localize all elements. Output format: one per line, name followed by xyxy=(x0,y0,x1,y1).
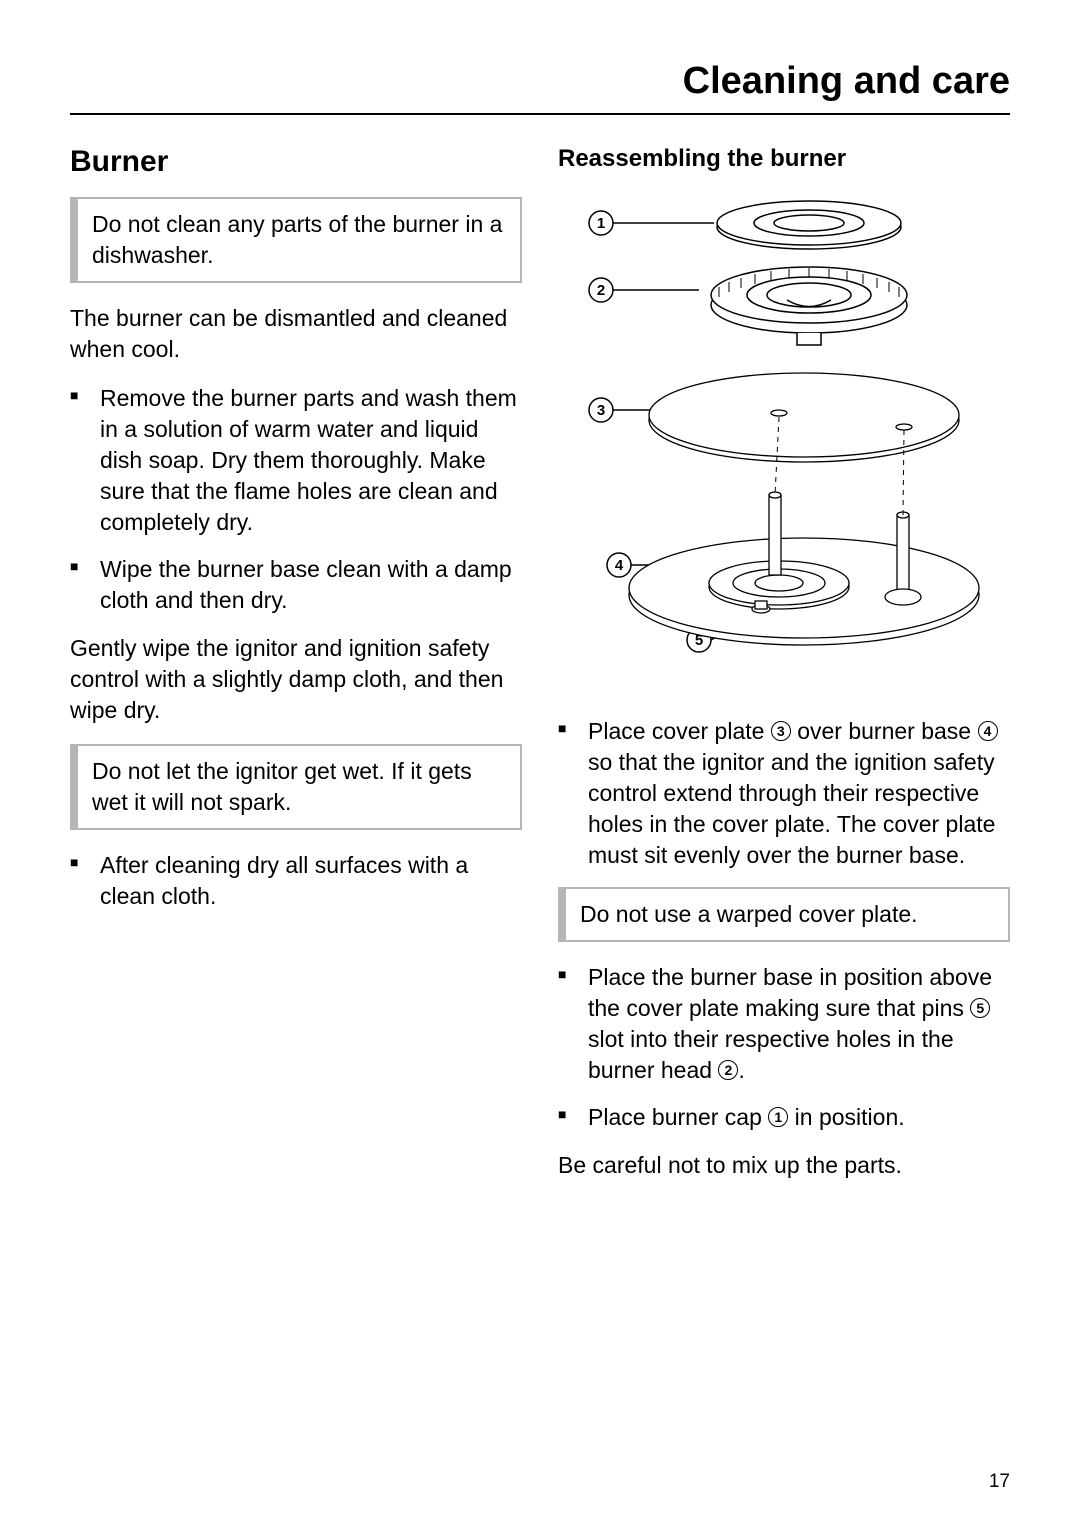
ref-1-icon: 1 xyxy=(768,1107,788,1127)
text: . xyxy=(738,1057,744,1083)
mixup-warning: Be careful not to mix up the parts. xyxy=(558,1150,1010,1181)
note-ignitor-wet: Do not let the ignitor get wet. If it ge… xyxy=(70,744,522,830)
ref-4-icon: 4 xyxy=(978,721,998,741)
ignitor-wipe-text: Gently wipe the ignitor and ignition saf… xyxy=(70,633,522,726)
right-column: Reassembling the burner 1 2 3 4 5 xyxy=(558,145,1010,1199)
ref-2-icon: 2 xyxy=(718,1060,738,1080)
diagram-label-3: 3 xyxy=(597,402,605,419)
step-burner-cap: Place burner cap 1 in position. xyxy=(558,1102,1010,1133)
page-title: Cleaning and care xyxy=(70,60,1010,115)
note-warped-plate: Do not use a warped cover plate. xyxy=(558,887,1010,942)
ref-3-icon: 3 xyxy=(771,721,791,741)
step-cover-plate: Place cover plate 3 over burner base 4 s… xyxy=(558,716,1010,871)
diagram-label-4: 4 xyxy=(615,557,624,574)
burner-dismantle-text: The burner can be dismantled and cleaned… xyxy=(70,303,522,365)
reassembly-step-bc: Place the burner base in position above … xyxy=(558,962,1010,1133)
text: so that the ignitor and the ignition saf… xyxy=(588,749,995,868)
burner-diagram: 1 2 3 4 5 xyxy=(558,195,1010,685)
diagram-label-1: 1 xyxy=(597,215,605,232)
content-columns: Burner Do not clean any parts of the bur… xyxy=(70,145,1010,1199)
text: Place the burner base in position above … xyxy=(588,964,992,1021)
diagram-label-2: 2 xyxy=(597,282,605,299)
reassembling-heading: Reassembling the burner xyxy=(558,145,1010,173)
text: slot into their respective holes in the … xyxy=(588,1026,954,1083)
step-burner-base: Place the burner base in position above … xyxy=(558,962,1010,1086)
text: in position. xyxy=(788,1104,904,1130)
step-wipe-base: Wipe the burner base clean with a damp c… xyxy=(70,554,522,616)
burner-steps-2: After cleaning dry all surfaces with a c… xyxy=(70,850,522,912)
burner-heading: Burner xyxy=(70,145,522,179)
text: over burner base xyxy=(791,718,978,744)
burner-steps-1: Remove the burner parts and wash them in… xyxy=(70,383,522,616)
ref-5-icon: 5 xyxy=(970,998,990,1018)
step-remove-parts: Remove the burner parts and wash them in… xyxy=(70,383,522,538)
reassembly-step-a: Place cover plate 3 over burner base 4 s… xyxy=(558,716,1010,871)
left-column: Burner Do not clean any parts of the bur… xyxy=(70,145,522,1199)
page-number: 17 xyxy=(989,1471,1010,1493)
note-dishwasher: Do not clean any parts of the burner in … xyxy=(70,197,522,283)
text: Place cover plate xyxy=(588,718,771,744)
text: Place burner cap xyxy=(588,1104,768,1130)
step-dry-surfaces: After cleaning dry all surfaces with a c… xyxy=(70,850,522,912)
